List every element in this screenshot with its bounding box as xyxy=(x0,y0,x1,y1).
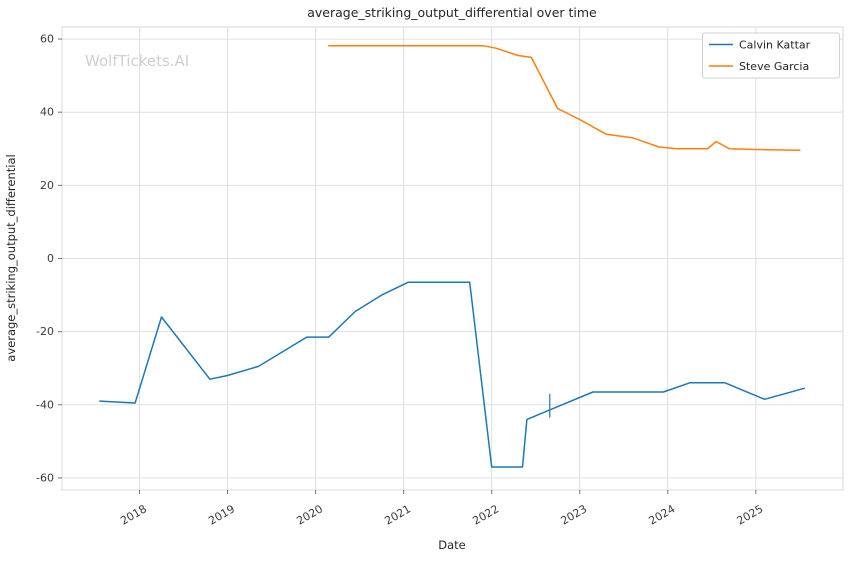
y-tick-label: 0 xyxy=(47,252,54,265)
x-tick-label: 2018 xyxy=(118,502,149,527)
x-tick-label: 2024 xyxy=(647,502,678,527)
y-tick-label: 60 xyxy=(40,33,54,46)
legend: Calvin Kattar Steve Garcia xyxy=(702,32,840,79)
x-axis-label: Date xyxy=(438,538,466,552)
series-layer xyxy=(99,44,806,468)
legend-label-steve-garcia: Steve Garcia xyxy=(739,60,809,73)
y-tick-label: -40 xyxy=(36,398,54,411)
tick-layer: -60 -40 -20 0 20 40 60 2018 2019 2020 2021 2022 2023… xyxy=(36,33,765,528)
x-tick-label: 2020 xyxy=(294,502,325,527)
x-tick-label: 2023 xyxy=(558,502,589,527)
x-tick-label: 2025 xyxy=(735,502,766,527)
chart-title: average_striking_output_differential ove… xyxy=(307,5,597,20)
watermark: WolfTickets.AI xyxy=(85,52,189,70)
grid-layer xyxy=(62,27,843,490)
x-tick-label: 2021 xyxy=(382,502,413,527)
x-tick-label: 2019 xyxy=(206,502,237,527)
y-tick-label: 20 xyxy=(40,179,54,192)
y-tick-label: -20 xyxy=(36,325,54,338)
series-line-1 xyxy=(328,44,801,151)
x-tick-label: 2022 xyxy=(470,502,501,527)
y-tick-label: 40 xyxy=(40,106,54,119)
y-axis-label: average_striking_output_differential xyxy=(4,154,18,361)
y-tick-label: -60 xyxy=(36,471,54,484)
legend-box xyxy=(702,32,840,79)
legend-label-calvin-kattar: Calvin Kattar xyxy=(739,39,811,52)
series-line-0 xyxy=(99,281,806,468)
